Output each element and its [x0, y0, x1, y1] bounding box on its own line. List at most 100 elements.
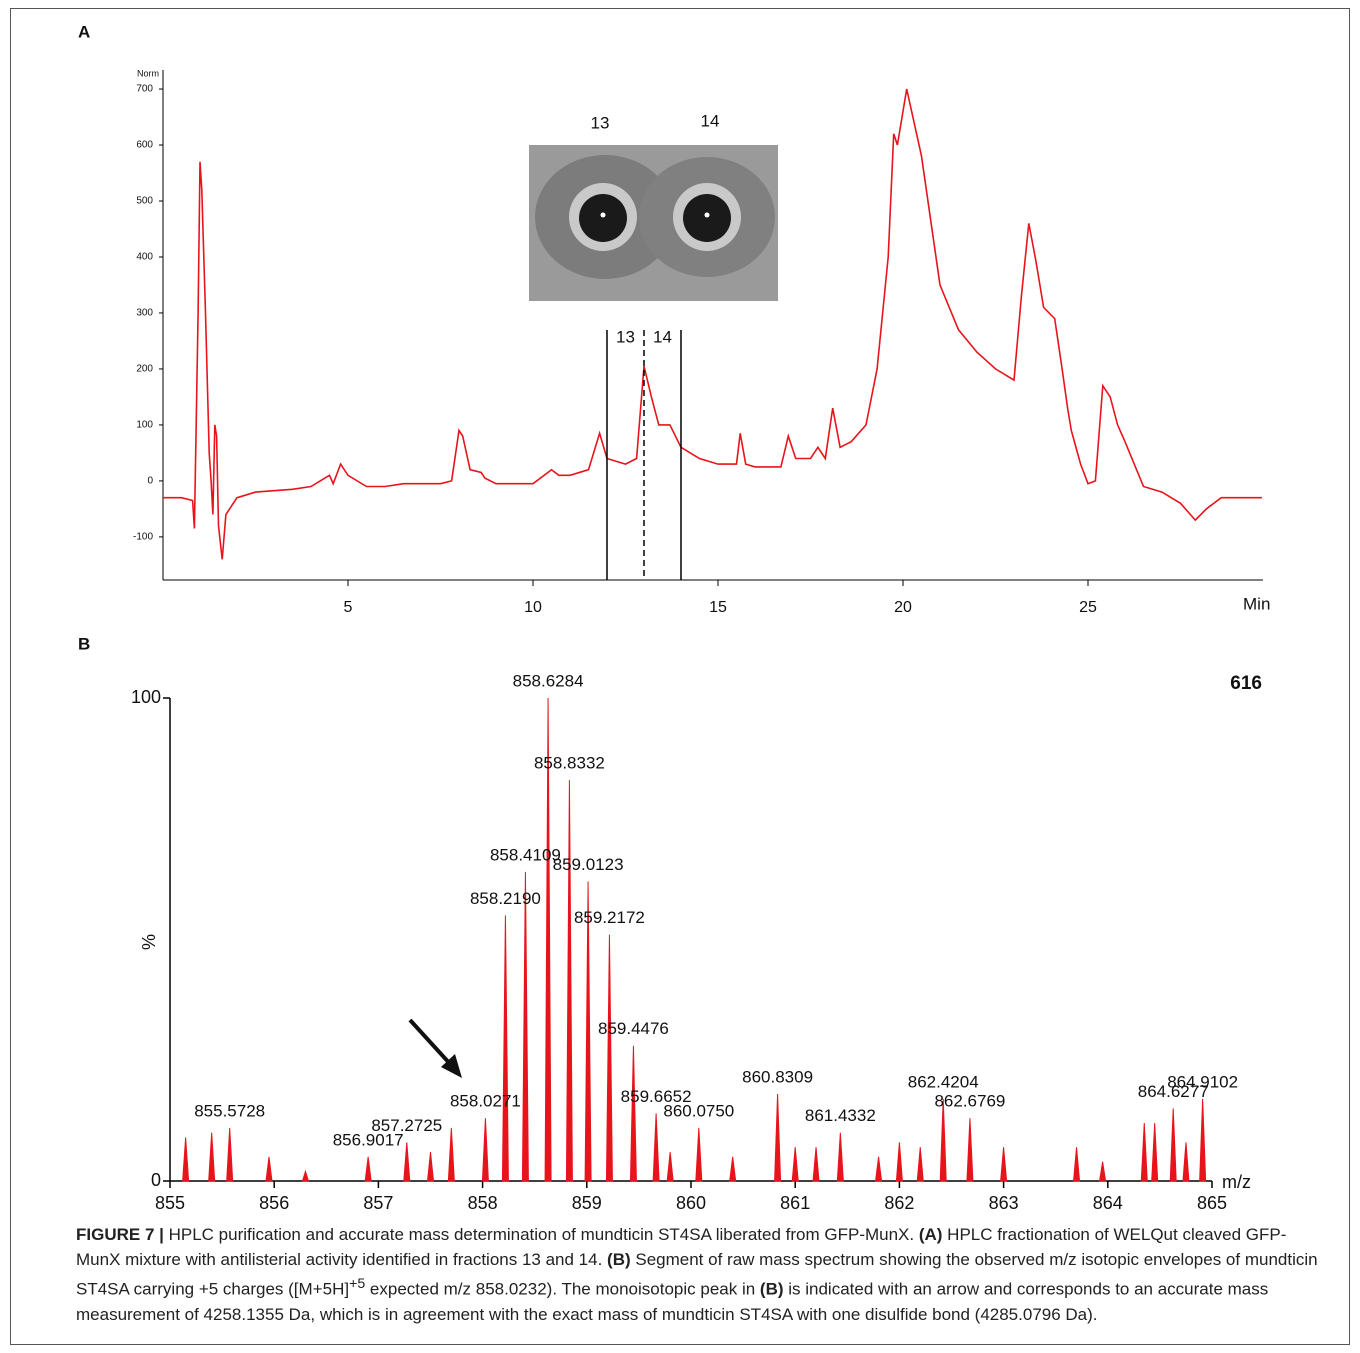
corner-label: 616 [1230, 673, 1262, 694]
y-tick-label: 600 [136, 140, 153, 151]
fraction-label: 14 [653, 327, 672, 346]
panel-label: B [78, 634, 90, 653]
peak [836, 1132, 844, 1182]
x-axis-label: m/z [1222, 1172, 1251, 1192]
peak [1199, 1098, 1207, 1182]
peak-label: 861.4332 [805, 1106, 876, 1125]
peak-label: 858.8332 [534, 754, 605, 773]
y-axis-label: % [139, 934, 159, 950]
y-tick-label: 200 [136, 364, 153, 375]
peak [544, 697, 552, 1182]
peak [1151, 1123, 1159, 1182]
y-tick-label: 100 [131, 687, 161, 707]
caption-text: (A) [918, 1225, 943, 1244]
peak-label: 857.2725 [371, 1116, 442, 1135]
y-tick-label: 500 [136, 196, 153, 207]
peak [481, 1118, 489, 1182]
peak [874, 1156, 883, 1182]
peak [1072, 1147, 1081, 1182]
peak [939, 1098, 947, 1182]
peak [226, 1127, 234, 1182]
caption-text: (B) [759, 1279, 784, 1299]
peak-label: 858.0271 [450, 1092, 521, 1111]
peak-label: 858.4109 [490, 845, 561, 864]
peak-label: 858.6284 [513, 671, 584, 690]
x-tick-label: 859 [572, 1193, 602, 1213]
y-tick-label: 100 [136, 420, 153, 431]
caption-text: +5 [349, 1276, 366, 1292]
peak [1000, 1147, 1008, 1182]
peak [1182, 1142, 1190, 1182]
peak-label: 862.6769 [934, 1092, 1005, 1111]
peak-label: 855.5728 [194, 1101, 265, 1120]
x-tick-label: 864 [1093, 1193, 1123, 1213]
peak [426, 1151, 435, 1182]
well [600, 212, 606, 218]
inset-label: 14 [701, 111, 720, 130]
peak-label: 860.0750 [663, 1101, 734, 1120]
caption: FIGURE 7 | HPLC purification and accurat… [76, 1222, 1326, 1327]
peak [895, 1142, 903, 1182]
peak [695, 1127, 703, 1182]
peak-label: 859.2172 [574, 908, 645, 927]
caption-text: is indicated with an arrow and correspon… [76, 1279, 1269, 1324]
x-tick-label: 856 [259, 1193, 289, 1213]
y-tick-label: 400 [136, 252, 153, 263]
peak-label: 862.4204 [908, 1072, 979, 1091]
panel-label: A [78, 22, 90, 41]
trace [163, 88, 1262, 560]
peak-label: 864.9102 [1167, 1072, 1238, 1091]
figure: A B 13 14 -100 0 100 200 300 400 500 600 700 5 10 1… [78, 22, 1270, 1213]
peak [403, 1142, 411, 1182]
peak [301, 1169, 310, 1182]
x-tick-label: 15 [709, 599, 727, 616]
peak [265, 1156, 273, 1182]
peak-label: 864.6277 [1138, 1082, 1209, 1101]
peak [1099, 1161, 1107, 1182]
peak [666, 1151, 674, 1182]
caption-text: FIGURE 7 | [76, 1225, 169, 1244]
caption-text: expected m/z 858.0232). The monoisotopic… [365, 1279, 760, 1299]
caption-text: HPLC fractionation of WELQut cleaved GFP… [76, 1225, 1287, 1269]
figure-frame [10, 8, 1350, 1345]
x-tick-label: 865 [1197, 1193, 1227, 1213]
peak [966, 1118, 974, 1182]
peak [812, 1147, 820, 1182]
peak [364, 1156, 372, 1182]
y-tick-label: 300 [136, 308, 153, 319]
y-tick-label: 700 [136, 84, 153, 95]
y-tick-label: 0 [151, 1170, 161, 1190]
peak-label: 858.2190 [470, 889, 541, 908]
peak [521, 871, 529, 1182]
x-tick-label: 862 [884, 1193, 914, 1213]
peak [1140, 1123, 1148, 1182]
peak [565, 780, 573, 1182]
fraction-label: 13 [616, 327, 635, 346]
peak [605, 934, 613, 1182]
x-tick-label: 20 [894, 599, 912, 616]
x-axis-label: Min [1243, 594, 1270, 613]
peak [916, 1147, 924, 1182]
arrow-head [441, 1054, 462, 1078]
well [683, 194, 731, 242]
peak [791, 1147, 799, 1182]
peak [584, 881, 592, 1182]
x-tick-label: 863 [989, 1193, 1019, 1213]
x-tick-label: 860 [676, 1193, 706, 1213]
x-tick-label: 855 [155, 1193, 185, 1213]
x-tick-label: 858 [468, 1193, 498, 1213]
x-tick-label: 861 [780, 1193, 810, 1213]
peak [652, 1113, 660, 1182]
x-tick-label: 857 [363, 1193, 393, 1213]
y-tick-label: -100 [133, 532, 153, 543]
caption-text: Segment of raw mass spectrum showing the… [76, 1250, 1318, 1299]
x-tick-label: 5 [344, 599, 353, 616]
x-tick-label: 10 [524, 599, 542, 616]
inset-image [529, 145, 778, 301]
y-axis-label: Norm [137, 68, 159, 78]
peak [1169, 1108, 1177, 1182]
inset-label: 13 [591, 113, 610, 132]
peak [182, 1137, 190, 1182]
peak [208, 1132, 216, 1182]
